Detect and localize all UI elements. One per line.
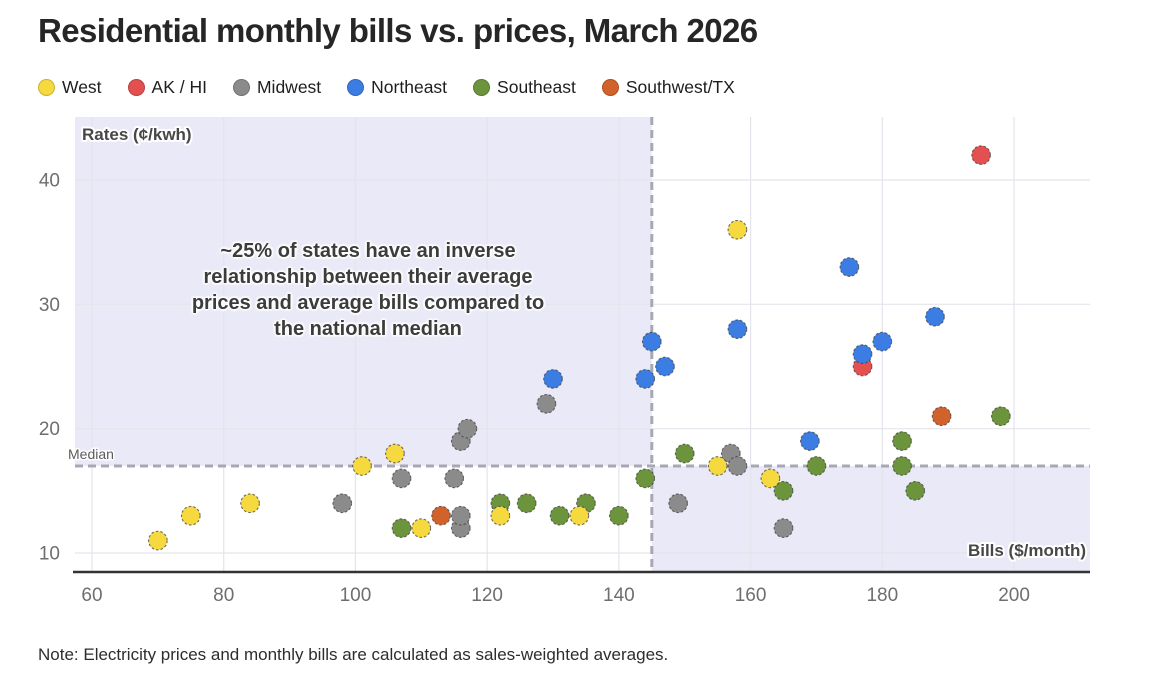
- x-tick-label: 160: [735, 585, 767, 606]
- scatter-point-southwest-tx: [431, 505, 451, 526]
- scatter-point-southeast: [991, 406, 1011, 427]
- y-tick-label: 10: [39, 544, 60, 565]
- scatter-point-southeast: [549, 505, 570, 526]
- scatter-point-southeast: [773, 480, 794, 501]
- legend-dot-icon: [127, 79, 145, 96]
- scatter-point-southeast: [674, 443, 695, 464]
- shaded-quadrant-lower-right: [651, 465, 1090, 572]
- y-axis-title: Rates (¢/kwh): [82, 125, 192, 144]
- legend-item-northeast: Northeast: [347, 77, 447, 98]
- x-tick-label: 140: [603, 585, 635, 606]
- scatter-point-west: [490, 505, 511, 526]
- legend-dot-icon: [232, 79, 250, 96]
- annotation-line: relationship between their average: [203, 266, 533, 288]
- annotation: ~25% of states have an inverse relationsh…: [148, 238, 588, 342]
- scatter-point-southeast: [391, 518, 412, 538]
- annotation-line: ~25% of states have an inverse: [220, 240, 516, 262]
- scatter-point-west: [727, 219, 748, 240]
- legend-item-southeast: Southeast: [473, 77, 576, 98]
- x-tick-label: 60: [81, 585, 102, 606]
- x-tick-label: 200: [998, 585, 1030, 606]
- scatter-point-southeast: [892, 456, 912, 476]
- scatter-point-midwest: [773, 518, 794, 538]
- scatter-point-southeast: [892, 431, 912, 451]
- scatter-point-west: [148, 530, 168, 551]
- legend-label: Midwest: [256, 77, 322, 97]
- scatter-point-northeast: [852, 344, 873, 364]
- legend-label: Southeast: [497, 77, 576, 97]
- scatter-point-midwest: [457, 418, 478, 439]
- legend-dot-icon: [473, 79, 491, 96]
- scatter-point-west: [760, 468, 781, 489]
- chart-note: Note: Electricity prices and monthly bil…: [38, 645, 669, 664]
- scatter-point-midwest: [391, 468, 412, 489]
- legend-item-southwest-tx: Southwest/TX: [601, 77, 735, 98]
- scatter-point-midwest: [450, 505, 471, 526]
- scatter-point-southwest-tx: [931, 406, 952, 427]
- legend-label: Northeast: [371, 77, 448, 97]
- annotation-line: prices and average bills compared to: [191, 292, 545, 314]
- scatter-chart: 60 80 100 120 140 160 180 200 10 20 30 40 Rates (¢/k…: [39, 117, 1090, 606]
- x-tick-label: 120: [471, 585, 503, 606]
- scatter-point-southeast: [635, 468, 656, 489]
- scatter-point-northeast: [543, 369, 563, 389]
- scatter-point-southeast: [905, 480, 926, 501]
- scatter-point-west: [411, 518, 432, 538]
- legend-item-ak-hi: AK / HI: [127, 77, 207, 98]
- scatter-point-northeast: [872, 331, 893, 352]
- scatter-point-northeast: [635, 369, 656, 389]
- scatter-point-west: [352, 456, 372, 476]
- x-tick-label: 180: [866, 585, 898, 606]
- chart-title: Residential monthly bills vs. prices, Ma…: [38, 12, 758, 49]
- y-tick-label: 20: [39, 419, 60, 440]
- x-tick-label: 80: [213, 585, 234, 606]
- scatter-point-northeast: [655, 356, 675, 377]
- annotation-line: the national median: [274, 318, 462, 340]
- scatter-point-southeast: [806, 456, 827, 476]
- scatter-point-midwest: [536, 393, 557, 414]
- legend-label: West: [62, 77, 102, 97]
- legend-item-midwest: Midwest: [232, 77, 322, 98]
- x-axis-title: Bills ($/month): [968, 541, 1086, 560]
- scatter-point-west: [180, 505, 201, 526]
- y-tick-label: 30: [39, 295, 60, 316]
- scatter-point-midwest: [727, 456, 748, 476]
- scatter-point-northeast: [800, 431, 820, 451]
- scatter-point-ak-hi: [971, 145, 991, 165]
- scatter-point-midwest: [444, 468, 465, 489]
- legend-label: Southwest/TX: [625, 77, 735, 97]
- legend-dot-icon: [347, 79, 365, 96]
- scatter-point-northeast: [925, 306, 945, 327]
- scatter-point-west: [569, 505, 590, 526]
- scatter-point-northeast: [641, 331, 662, 352]
- scatter-point-west: [240, 493, 260, 514]
- legend-label: AK / HI: [151, 77, 207, 97]
- median-label: Median: [68, 446, 114, 462]
- scatter-point-southeast: [516, 493, 537, 514]
- shaded-quadrant-upper-left: [75, 117, 652, 466]
- scatter-point-northeast: [727, 319, 748, 340]
- scatter-point-west: [385, 443, 405, 464]
- legend-dot-icon: [38, 79, 55, 96]
- scatter-point-midwest: [332, 493, 353, 514]
- scatter-point-midwest: [668, 493, 689, 514]
- x-tick-label: 100: [340, 585, 372, 606]
- y-tick-label: 40: [39, 171, 60, 192]
- scatter-point-northeast: [839, 257, 860, 277]
- legend: West AK / HI Midwest Northeast Southeast Sout…: [38, 77, 735, 98]
- legend-item-west: West: [38, 77, 102, 98]
- legend-dot-icon: [601, 79, 619, 96]
- scatter-point-west: [707, 456, 728, 476]
- scatter-point-southeast: [609, 505, 629, 526]
